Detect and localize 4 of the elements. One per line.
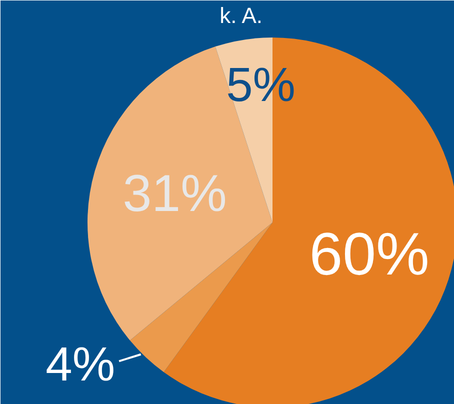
data-label: 31%	[122, 165, 227, 224]
data-label: 4%	[46, 338, 116, 392]
slice-label: k. A.	[220, 2, 262, 28]
data-label: 60%	[309, 220, 430, 288]
